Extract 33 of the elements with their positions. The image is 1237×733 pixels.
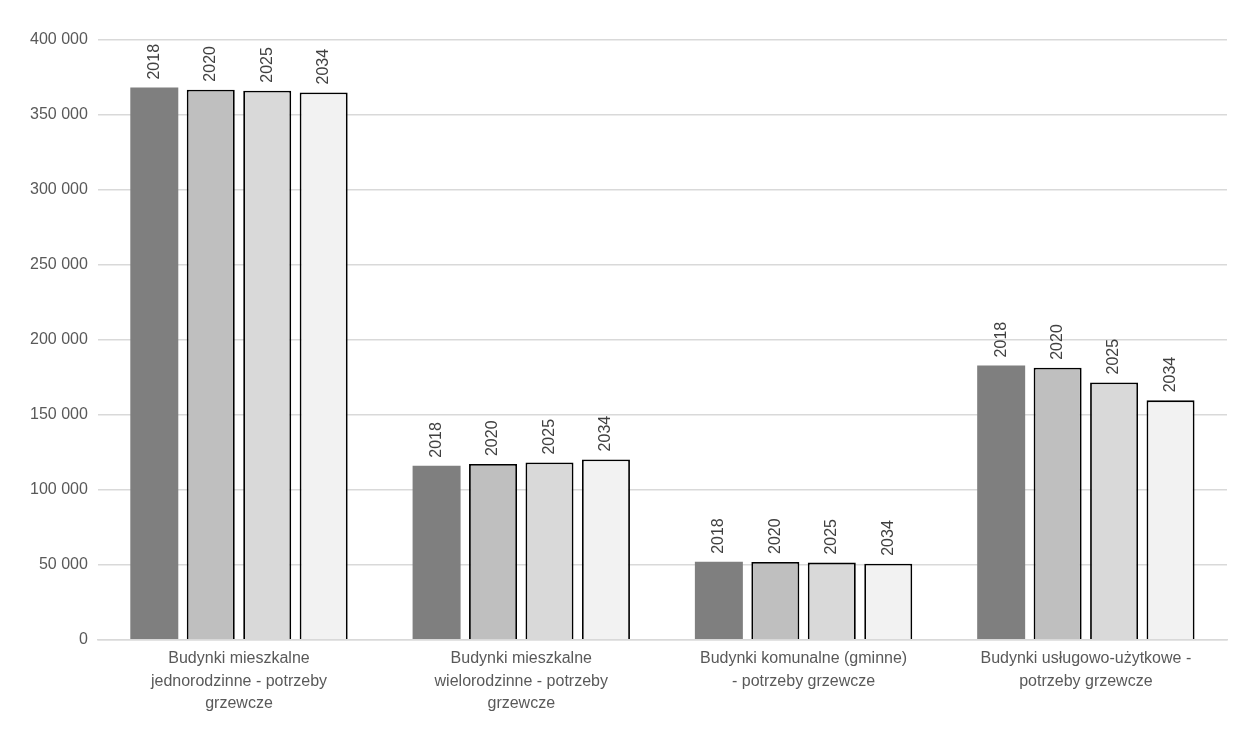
y-tick-label: 50 000 bbox=[38, 555, 88, 573]
x-tick-label: Budynki usługowo-użytkowe - potrzeby grzewcze bbox=[980, 649, 1192, 689]
text: 2018 bbox=[426, 422, 444, 458]
bar bbox=[412, 465, 461, 640]
text: 2034 bbox=[596, 415, 614, 452]
y-tick-label: 400 000 bbox=[29, 30, 88, 48]
bar bbox=[977, 365, 1026, 640]
x-tick-label: Budynki mieszkalne wielorodzinne - potrzeby grzewcze bbox=[433, 649, 608, 712]
y-tick-label: 150 000 bbox=[29, 405, 88, 423]
text: 2020 bbox=[1048, 324, 1066, 360]
y-tick-label: 250 000 bbox=[29, 255, 88, 273]
text: 2025 bbox=[539, 418, 557, 455]
text: 2034 bbox=[1160, 356, 1178, 393]
bar bbox=[694, 561, 743, 640]
y-tick-label: 300 000 bbox=[29, 180, 88, 198]
y-tick-label: 350 000 bbox=[29, 105, 88, 123]
x-tick-label: Budynki komunalne (gminne) - potrzeby grzewcze bbox=[699, 649, 908, 689]
text: 2018 bbox=[144, 43, 162, 80]
text: 2034 bbox=[878, 520, 896, 556]
text: 2018 bbox=[991, 321, 1009, 358]
text: 2020 bbox=[201, 46, 219, 82]
text: 2018 bbox=[709, 518, 727, 554]
text: 2025 bbox=[1104, 338, 1122, 375]
text: 2034 bbox=[314, 48, 332, 85]
text: 2020 bbox=[483, 420, 501, 457]
text: 2025 bbox=[257, 47, 275, 83]
bar bbox=[130, 87, 179, 640]
text: 2020 bbox=[765, 518, 783, 554]
y-tick-label: 100 000 bbox=[29, 480, 88, 498]
y-tick-label: 0 bbox=[78, 630, 88, 648]
text: 2025 bbox=[822, 518, 840, 555]
y-tick-label: 200 000 bbox=[29, 330, 88, 348]
x-tick-label: Budynki mieszkalne jednorodzinne - potrzeby grzewcze bbox=[149, 649, 328, 712]
